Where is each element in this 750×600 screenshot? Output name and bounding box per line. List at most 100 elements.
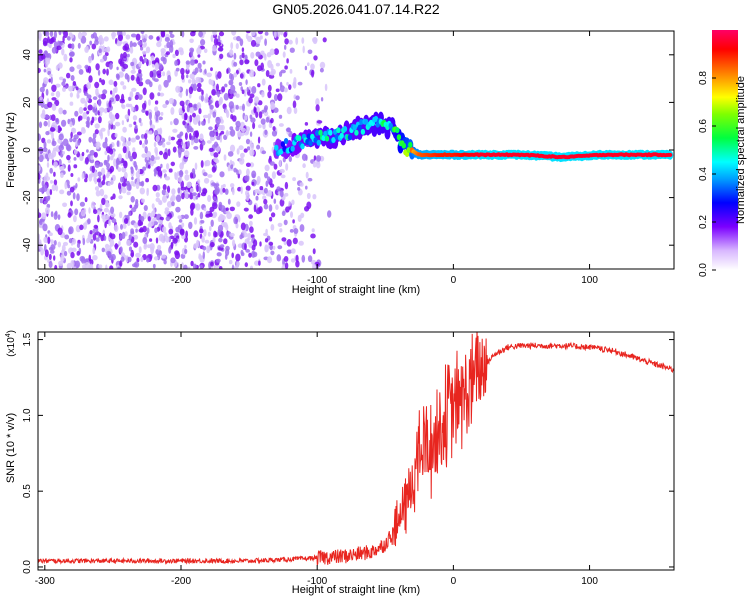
noise-speckle	[108, 253, 113, 261]
ridge-point	[274, 144, 279, 151]
noise-speckle	[319, 61, 326, 69]
noise-speckle	[155, 197, 161, 203]
noise-speckle	[197, 179, 201, 184]
noise-speckle	[38, 133, 41, 141]
noise-speckle	[62, 78, 66, 83]
noise-speckle	[141, 108, 146, 113]
noise-speckle	[225, 224, 229, 231]
noise-speckle	[145, 178, 150, 183]
noise-speckle	[99, 77, 102, 83]
noise-speckle	[310, 63, 315, 70]
ridge-point	[331, 137, 336, 143]
noise-speckle	[249, 93, 255, 98]
noise-speckle	[100, 127, 106, 132]
noise-speckle	[225, 207, 229, 212]
noise-speckle	[249, 131, 253, 137]
noise-speckle	[84, 197, 88, 203]
noise-speckle	[257, 83, 261, 88]
noise-speckle	[71, 127, 77, 134]
noise-speckle	[252, 122, 256, 130]
noise-speckle	[307, 177, 313, 182]
ridge-point	[279, 148, 284, 155]
ridge-point	[668, 152, 673, 157]
noise-speckle	[120, 252, 125, 258]
noise-speckle	[54, 210, 58, 217]
noise-speckle	[108, 62, 113, 70]
noise-speckle	[264, 172, 269, 179]
noise-speckle	[126, 191, 131, 196]
noise-speckle	[84, 101, 88, 109]
noise-speckle	[94, 36, 99, 42]
noise-speckle	[88, 173, 93, 182]
noise-speckle	[116, 140, 120, 148]
noise-speckle	[133, 241, 139, 248]
noise-speckle	[92, 228, 96, 234]
ridge-point	[408, 141, 413, 148]
noise-speckle	[129, 46, 134, 54]
noise-speckle	[129, 40, 133, 49]
noise-speckle	[199, 133, 204, 141]
noise-speckle	[76, 242, 81, 248]
noise-speckle	[257, 31, 264, 35]
noise-speckle	[104, 243, 110, 249]
noise-speckle	[207, 247, 211, 252]
y-tick-label: 0.5	[22, 484, 33, 498]
noise-speckle	[102, 141, 108, 149]
noise-speckle	[43, 175, 48, 183]
noise-speckle	[205, 213, 211, 218]
noise-speckle	[183, 264, 188, 269]
noise-speckle	[293, 107, 298, 114]
noise-speckle	[137, 168, 141, 174]
noise-speckle	[285, 127, 291, 132]
noise-speckle	[170, 241, 174, 249]
noise-speckle	[120, 224, 123, 230]
noise-speckle	[302, 163, 306, 169]
noise-speckle	[120, 135, 124, 142]
noise-speckle	[181, 73, 185, 80]
y-tick-label: 20	[22, 96, 33, 108]
noise-speckle	[119, 233, 123, 240]
noise-speckle	[117, 34, 123, 42]
noise-speckle	[189, 132, 192, 141]
noise-speckle	[186, 105, 190, 113]
noise-speckle	[111, 31, 117, 38]
noise-speckle	[214, 100, 220, 108]
noise-speckle	[192, 112, 196, 118]
snr-y-multiplier: (x104)	[5, 330, 17, 357]
noise-speckle	[48, 260, 53, 269]
noise-speckle	[288, 39, 293, 45]
noise-speckle	[233, 72, 238, 78]
noise-speckle	[174, 172, 177, 178]
noise-speckle	[115, 158, 120, 166]
noise-speckle	[243, 148, 248, 153]
noise-speckle	[135, 252, 141, 258]
noise-speckle	[246, 168, 250, 177]
noise-speckle	[201, 236, 205, 243]
noise-speckle	[102, 89, 108, 95]
noise-speckle	[240, 222, 246, 231]
noise-speckle	[207, 231, 211, 237]
noise-speckle	[177, 215, 182, 220]
noise-speckle	[245, 79, 248, 85]
noise-speckle	[197, 192, 201, 198]
noise-speckle	[110, 90, 113, 95]
noise-speckle	[304, 65, 308, 71]
noise-speckle	[94, 177, 98, 185]
noise-speckle	[250, 265, 253, 269]
noise-speckle	[139, 140, 143, 146]
noise-speckle	[246, 86, 249, 93]
noise-speckle	[69, 101, 74, 106]
noise-speckle	[89, 263, 94, 269]
noise-speckle	[118, 195, 123, 200]
noise-speckle	[136, 257, 140, 263]
noise-speckle	[183, 214, 189, 220]
noise-speckle	[155, 135, 160, 143]
noise-speckle	[108, 210, 111, 216]
ridge-point	[357, 124, 362, 131]
noise-speckle	[95, 141, 101, 149]
noise-speckle	[242, 103, 245, 112]
noise-speckle	[229, 232, 235, 237]
noise-speckle	[51, 97, 57, 101]
noise-speckle	[61, 119, 67, 127]
noise-speckle	[97, 171, 102, 177]
